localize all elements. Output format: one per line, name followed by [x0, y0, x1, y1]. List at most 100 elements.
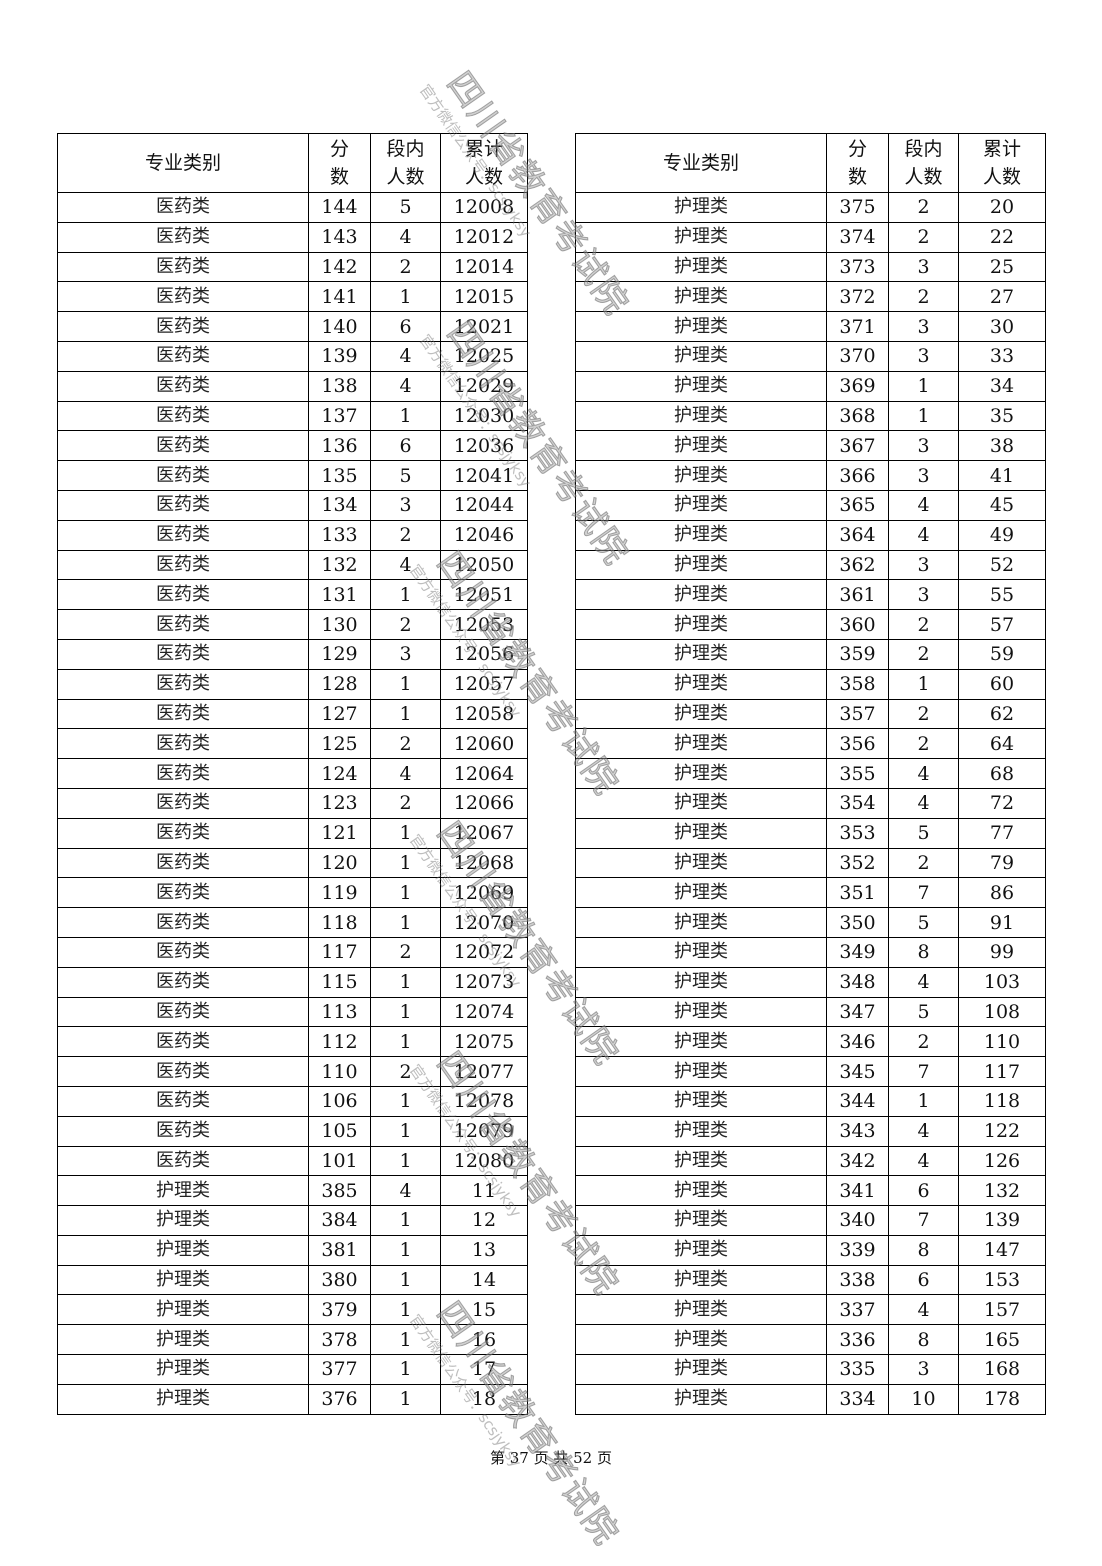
score-cell: 141 [308, 281, 371, 313]
count-cell: 10 [888, 1383, 959, 1415]
category-cell: 医药类 [57, 221, 309, 253]
header-score: 分数 [308, 133, 371, 193]
score-cell: 337 [826, 1294, 889, 1326]
category-cell: 医药类 [57, 340, 309, 372]
cumulative-cell: 117 [958, 1056, 1046, 1087]
table-row: 医药类 118 1 12070 [57, 907, 528, 938]
cumulative-cell: 165 [958, 1324, 1046, 1356]
category-cell: 护理类 [57, 1175, 309, 1207]
cumulative-cell: 12069 [440, 877, 528, 909]
count-cell: 6 [370, 430, 441, 462]
table-row: 医药类 125 2 12060 [57, 728, 528, 760]
cumulative-cell: 157 [958, 1294, 1046, 1326]
category-cell: 护理类 [575, 1205, 827, 1236]
count-cell: 2 [888, 638, 959, 670]
category-cell: 医药类 [57, 1145, 309, 1177]
cumulative-cell: 12015 [440, 281, 528, 313]
cumulative-cell: 12050 [440, 549, 528, 581]
cumulative-cell: 12053 [440, 609, 528, 640]
cumulative-cell: 99 [958, 936, 1046, 968]
score-cell: 117 [308, 936, 371, 968]
table-row: 护理类 337 4 157 [575, 1294, 1046, 1326]
table-row: 护理类 335 3 168 [575, 1354, 1046, 1385]
score-cell: 113 [308, 996, 371, 1028]
count-cell: 2 [370, 936, 441, 968]
table-row: 医药类 119 1 12069 [57, 877, 528, 909]
category-cell: 护理类 [575, 1354, 827, 1385]
cumulative-cell: 122 [958, 1115, 1046, 1147]
cumulative-cell: 12012 [440, 221, 528, 253]
cumulative-cell: 91 [958, 907, 1046, 938]
count-cell: 1 [370, 698, 441, 730]
count-cell: 3 [888, 430, 959, 462]
cumulative-cell: 55 [958, 579, 1046, 611]
category-cell: 医药类 [57, 817, 309, 849]
table-row: 护理类 385 4 11 [57, 1175, 528, 1207]
count-cell: 3 [370, 489, 441, 521]
cumulative-cell: 12008 [440, 192, 528, 223]
table-row: 护理类 344 1 118 [575, 1085, 1046, 1117]
score-cell: 374 [826, 221, 889, 253]
table-header-row: 专业类别 分数 段内 人数 累计 人数 [57, 133, 528, 193]
score-cell: 367 [826, 430, 889, 462]
category-cell: 护理类 [57, 1264, 309, 1296]
score-cell: 385 [308, 1175, 371, 1207]
category-cell: 医药类 [57, 370, 309, 402]
score-cell: 128 [308, 668, 371, 700]
score-cell: 378 [308, 1324, 371, 1356]
score-cell: 334 [826, 1383, 889, 1415]
table-row: 护理类 370 3 33 [575, 340, 1046, 372]
cumulative-cell: 15 [440, 1294, 528, 1326]
table-row: 医药类 128 1 12057 [57, 668, 528, 700]
score-cell: 129 [308, 638, 371, 670]
count-cell: 2 [888, 1026, 959, 1058]
score-cell: 368 [826, 400, 889, 432]
score-cell: 105 [308, 1115, 371, 1147]
category-cell: 护理类 [57, 1383, 309, 1415]
table-row: 护理类 338 6 153 [575, 1264, 1046, 1296]
table-row: 护理类 348 4 103 [575, 966, 1046, 998]
score-cell: 348 [826, 966, 889, 998]
count-cell: 4 [888, 966, 959, 998]
count-cell: 7 [888, 877, 959, 909]
count-cell: 4 [370, 1175, 441, 1207]
score-cell: 362 [826, 549, 889, 581]
table-row: 护理类 373 3 25 [575, 251, 1046, 283]
count-cell: 1 [370, 1145, 441, 1177]
category-cell: 护理类 [575, 1383, 827, 1415]
score-cell: 119 [308, 877, 371, 909]
table-row: 护理类 352 2 79 [575, 847, 1046, 879]
score-cell: 143 [308, 221, 371, 253]
table-row: 医药类 138 4 12029 [57, 370, 528, 402]
cumulative-cell: 12041 [440, 460, 528, 491]
count-cell: 1 [370, 1205, 441, 1236]
header-category: 专业类别 [575, 133, 827, 193]
category-cell: 护理类 [575, 311, 827, 342]
table-row: 医药类 120 1 12068 [57, 847, 528, 879]
table-row: 护理类 372 2 27 [575, 281, 1046, 313]
category-cell: 护理类 [575, 1115, 827, 1147]
category-cell: 医药类 [57, 430, 309, 462]
category-cell: 护理类 [575, 847, 827, 879]
count-cell: 4 [370, 758, 441, 789]
count-cell: 5 [370, 460, 441, 491]
header-category: 专业类别 [57, 133, 309, 193]
score-cell: 336 [826, 1324, 889, 1356]
count-cell: 2 [888, 847, 959, 879]
cumulative-cell: 34 [958, 370, 1046, 402]
cumulative-cell: 118 [958, 1085, 1046, 1117]
cumulative-cell: 12025 [440, 340, 528, 372]
table-row: 护理类 341 6 132 [575, 1175, 1046, 1207]
count-cell: 2 [888, 192, 959, 223]
table-row: 医药类 124 4 12064 [57, 758, 528, 789]
count-cell: 4 [888, 787, 959, 819]
category-cell: 护理类 [575, 787, 827, 819]
cumulative-cell: 68 [958, 758, 1046, 789]
cumulative-cell: 103 [958, 966, 1046, 998]
table-row: 医药类 144 5 12008 [57, 192, 528, 223]
score-cell: 377 [308, 1354, 371, 1385]
category-cell: 护理类 [575, 1264, 827, 1296]
cumulative-cell: 12014 [440, 251, 528, 283]
cumulative-cell: 12068 [440, 847, 528, 879]
category-cell: 医药类 [57, 877, 309, 909]
